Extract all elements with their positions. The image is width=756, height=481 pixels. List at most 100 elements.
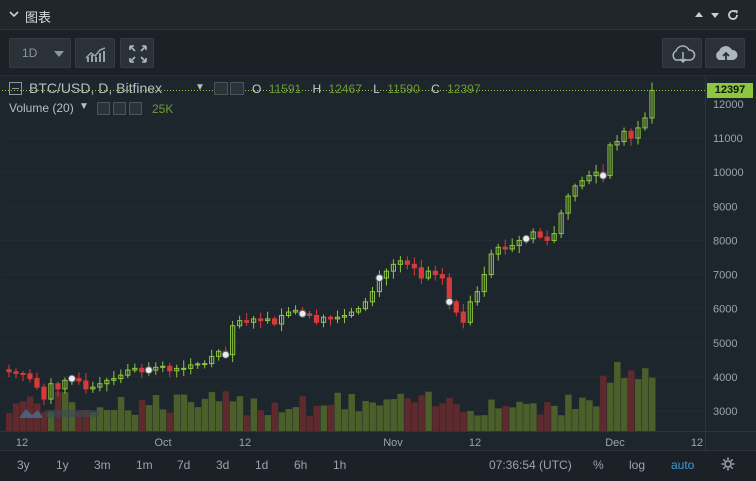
candle-body[interactable] [488,253,494,276]
candle-body[interactable] [432,270,438,276]
candle-body[interactable] [397,260,403,265]
candle-body[interactable] [460,311,466,323]
candle-body[interactable] [209,355,215,365]
event-marker[interactable] [144,366,153,375]
candle-body[interactable] [635,127,641,139]
settings-icon[interactable] [230,82,244,95]
move-up-icon[interactable] [692,8,706,22]
range-3y[interactable]: 3y [17,458,30,472]
candle-body[interactable] [230,325,236,356]
candle-body[interactable] [20,372,26,375]
candle-body[interactable] [251,318,257,323]
candle-body[interactable] [495,246,501,255]
candle-body[interactable] [202,363,208,366]
range-1d[interactable]: 1d [255,458,269,472]
chevron-down-icon[interactable] [9,9,19,19]
range-6h[interactable]: 6h [294,458,308,472]
refresh-icon[interactable] [726,8,740,22]
candle-body[interactable] [181,367,187,370]
candle-body[interactable] [188,364,194,369]
auto-toggle[interactable]: auto [671,458,695,472]
range-3m[interactable]: 3m [94,458,111,472]
candle-body[interactable] [174,367,180,372]
close-icon[interactable] [129,102,142,115]
candle-body[interactable] [167,365,173,372]
range-3d[interactable]: 3d [216,458,230,472]
range-7d[interactable]: 7d [177,458,191,472]
candle-body[interactable] [278,314,285,325]
candle-body[interactable] [544,236,550,241]
candle-body[interactable] [642,117,648,129]
candle-body[interactable] [132,367,138,371]
candle-body[interactable] [216,350,222,357]
price-chart[interactable]: 3000 4000 5000 6000 7000 8000 9000 10000 11000 12… [0,75,756,451]
candle-body[interactable] [160,365,166,368]
candle-body[interactable] [404,260,410,265]
candle-body[interactable] [649,89,655,119]
candle-body[interactable] [306,313,313,316]
event-marker[interactable] [298,309,307,318]
log-toggle[interactable]: log [629,458,646,472]
candlestick-chart[interactable]: 3000 4000 5000 6000 7000 8000 9000 10000 11000 12… [0,76,756,451]
download-button[interactable] [662,38,702,68]
interval-select[interactable]: 1D [9,38,71,68]
candle-body[interactable] [621,130,627,143]
upload-button[interactable] [705,38,745,68]
candle-body[interactable] [628,130,634,139]
candle-body[interactable] [439,274,445,279]
eye-icon[interactable] [214,82,228,95]
candle-body[interactable] [292,309,299,313]
candle-body[interactable] [516,239,522,247]
candle-body[interactable] [579,180,585,187]
candle-body[interactable] [118,374,124,380]
collapse-box-icon[interactable] [9,82,22,95]
candle-body[interactable] [369,291,376,303]
candle-body[interactable] [572,185,578,197]
candle-body[interactable] [90,386,96,390]
candle-body[interactable] [593,171,599,177]
candle-body[interactable] [502,246,508,250]
candle-body[interactable] [355,308,362,313]
candle-body[interactable] [244,320,250,323]
candle-body[interactable] [348,311,355,316]
candle-body[interactable] [76,378,82,382]
candle-body[interactable] [97,383,103,388]
fullscreen-button[interactable] [120,38,154,68]
candle-body[interactable] [474,291,480,303]
event-marker[interactable] [599,171,608,180]
candle-body[interactable] [6,369,12,373]
candle-body[interactable] [467,301,473,323]
candle-body[interactable] [265,318,271,322]
candle-body[interactable] [153,366,159,371]
candle-body[interactable] [565,195,571,214]
candle-body[interactable] [34,378,40,388]
candle-body[interactable] [586,175,592,182]
symbol-caret-icon[interactable]: ▼ [195,82,205,93]
candle-body[interactable] [125,369,131,376]
candle-body[interactable] [62,379,68,390]
candle-body[interactable] [390,263,396,272]
candle-body[interactable] [334,316,341,320]
event-marker[interactable] [445,297,454,306]
candle-body[interactable] [530,231,536,240]
candle-body[interactable] [509,245,515,250]
candle-body[interactable] [614,141,620,146]
candle-body[interactable] [41,386,47,400]
event-marker[interactable] [375,273,384,282]
clock-time[interactable]: 07:36:54 (UTC) [489,458,572,472]
candle-body[interactable] [383,270,390,279]
candle-body[interactable] [341,314,348,318]
range-1m[interactable]: 1m [136,458,153,472]
symbol-label[interactable]: BTC/USD, D, Bitfinex [29,80,163,96]
candle-body[interactable] [313,314,320,323]
event-marker[interactable] [221,350,230,359]
event-marker[interactable] [522,234,531,243]
candle-body[interactable] [320,316,327,323]
candle-body[interactable] [104,379,110,385]
candle-body[interactable] [453,301,459,313]
candle-body[interactable] [327,316,334,320]
percent-toggle[interactable]: % [593,458,604,472]
candle-body[interactable] [411,263,417,269]
candle-body[interactable] [237,320,243,327]
candle-body[interactable] [111,378,117,381]
